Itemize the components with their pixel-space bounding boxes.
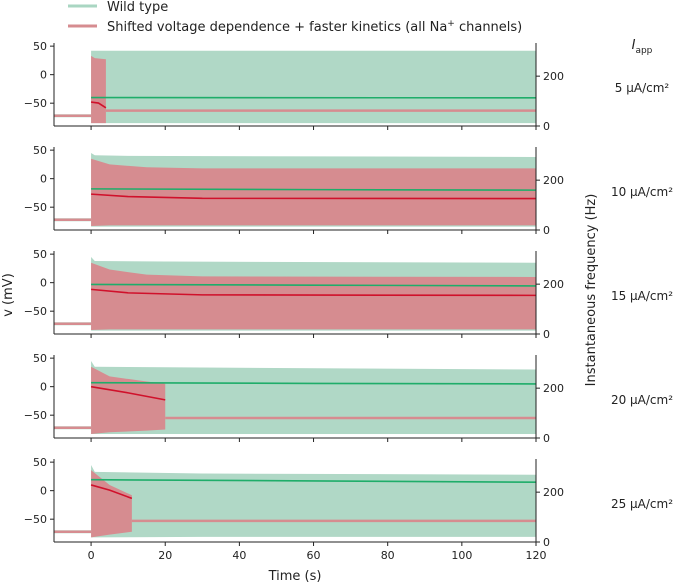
x-tick-label: 20 xyxy=(158,549,172,562)
y-tick-label-left: −50 xyxy=(24,305,47,318)
y-tick-label-right: 200 xyxy=(543,70,564,83)
mutant-voltage-band xyxy=(91,56,106,123)
y-tick-label-right: 200 xyxy=(543,278,564,291)
x-tick-label: 80 xyxy=(381,549,395,562)
x-tick-label: 0 xyxy=(88,549,95,562)
x-axis-label: Time (s) xyxy=(268,569,322,584)
legend: Wild type Shifted voltage dependence + f… xyxy=(68,0,522,35)
panel-current-label: 25 μA/cm² xyxy=(611,497,673,511)
y-tick-label-left: 50 xyxy=(33,352,47,365)
legend-label-wild-type: Wild type xyxy=(107,0,168,15)
y-tick-label-left: 50 xyxy=(33,144,47,157)
y-tick-label-right: 0 xyxy=(543,328,550,341)
y-tick-label-left: 0 xyxy=(40,381,47,394)
panel-1: −50 0 50 0 200 5 μA/cm² xyxy=(24,40,670,133)
y-tick-label-left: 0 xyxy=(40,69,47,82)
mutant-voltage-band xyxy=(91,159,536,226)
x-tick-label: 60 xyxy=(307,549,321,562)
y-tick-label-right: 0 xyxy=(543,224,550,237)
y-tick-label-right: 200 xyxy=(543,382,564,395)
y-tick-label-left: 0 xyxy=(40,277,47,290)
y-tick-label-left: 50 xyxy=(33,456,47,469)
row-header: Iapp xyxy=(632,38,653,56)
y-tick-label-left: −50 xyxy=(24,409,47,422)
panel-current-label: 20 μA/cm² xyxy=(611,393,673,407)
y-tick-label-right: 200 xyxy=(543,174,564,187)
panel-4: −50 0 50 0 200 20 μA/cm² xyxy=(24,352,673,445)
y-tick-label-left: 50 xyxy=(33,248,47,261)
y-tick-label-left: −50 xyxy=(24,513,47,526)
y-tick-label-left: 0 xyxy=(40,173,47,186)
panel-3: −50 0 50 0 200 15 μA/cm² xyxy=(24,248,673,341)
x-tick-label: 40 xyxy=(232,549,246,562)
x-tick-label: 120 xyxy=(526,549,547,562)
y-tick-label-right: 0 xyxy=(543,432,550,445)
y-tick-label-left: −50 xyxy=(24,201,47,214)
y-tick-label-left: 50 xyxy=(33,40,47,53)
panel-5: −50 0 50 0 200 0 20 40 60 80 100 120 25 μA/cm² xyxy=(24,456,673,562)
wild-type-voltage-band xyxy=(91,51,536,123)
y-tick-label-right: 0 xyxy=(543,536,550,549)
wild-type-voltage-band xyxy=(91,465,536,537)
legend-superscript: + xyxy=(447,19,455,29)
x-tick-label: 100 xyxy=(451,549,472,562)
y-tick-label-right: 200 xyxy=(543,486,564,499)
legend-label-mutant: Shifted voltage dependence + faster kine… xyxy=(107,19,522,35)
panel-current-label: 10 μA/cm² xyxy=(611,185,673,199)
y-tick-label-left: 0 xyxy=(40,485,47,498)
y-axis-label-left: v (mV) xyxy=(1,273,16,317)
panel-current-label: 15 μA/cm² xyxy=(611,289,673,303)
y-tick-label-right: 0 xyxy=(543,120,550,133)
y-axis-label-right: Instantaneous frequency (Hz) xyxy=(584,194,599,387)
panel-2: −50 0 50 0 200 10 μA/cm² xyxy=(24,144,673,237)
panel-current-label: 5 μA/cm² xyxy=(615,81,670,95)
y-tick-label-left: −50 xyxy=(24,97,47,110)
